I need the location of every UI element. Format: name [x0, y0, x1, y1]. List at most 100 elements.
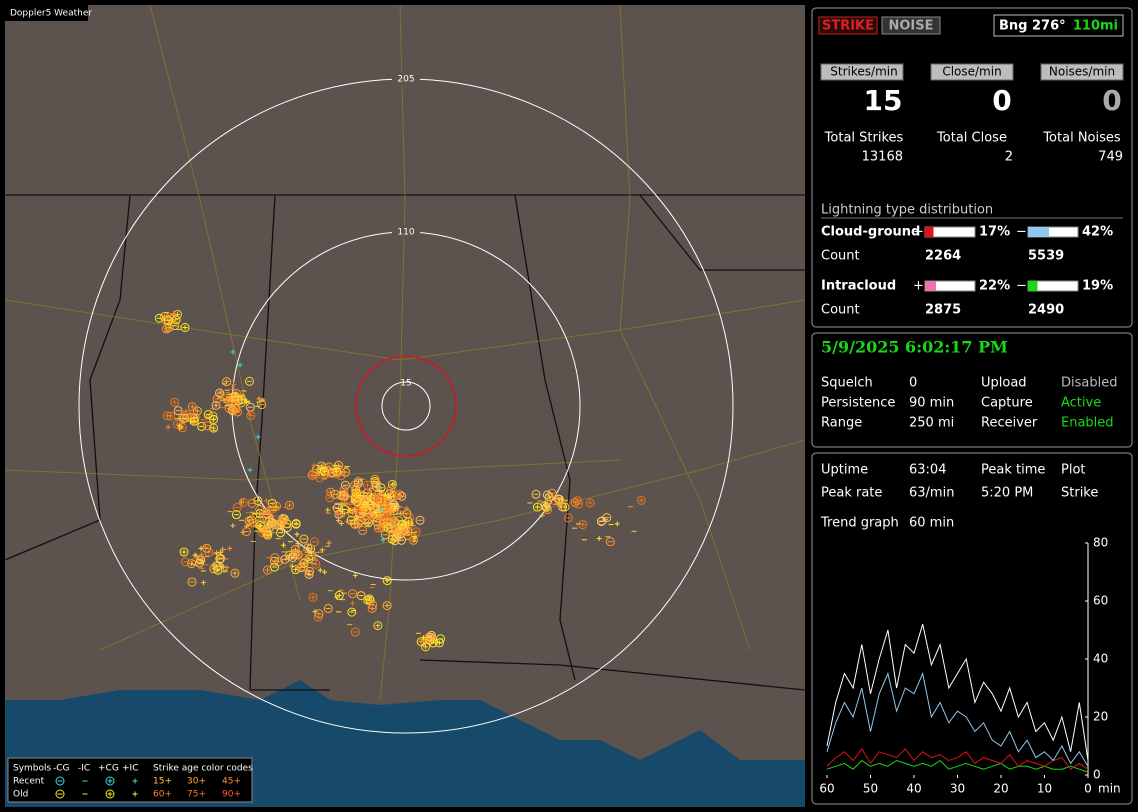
legend-text: Old [13, 790, 28, 800]
bearing: Bng 276° [999, 19, 1066, 34]
total-value: 749 [1098, 150, 1123, 165]
datetime: 5/9/2025 6:02:17 PM [821, 338, 1008, 357]
pct-label: 42% [1082, 225, 1113, 240]
strike-symbol [426, 632, 436, 642]
settings-cell: Upload [981, 376, 1027, 391]
legend-text: +IC [122, 764, 138, 774]
strike-symbol [232, 503, 242, 513]
strike-symbol [332, 467, 342, 477]
legend-text: 15+ [153, 777, 172, 787]
x-tick-label: 10 [1037, 782, 1052, 796]
sign: − [1016, 225, 1027, 240]
strike-symbol [347, 508, 357, 518]
strike-symbol [347, 607, 357, 617]
strike-symbol [319, 466, 329, 476]
strike-symbol [363, 595, 373, 605]
ring-label-bg [392, 72, 420, 86]
rate-value: 0 [992, 84, 1011, 117]
rates-panel [811, 7, 1133, 328]
strike-symbol [390, 536, 400, 546]
strike-button[interactable] [818, 16, 878, 35]
strike-symbol [377, 512, 387, 522]
strike-symbol [290, 544, 300, 554]
count-value: 2264 [925, 249, 961, 264]
strike-symbol [308, 468, 318, 478]
legend-text: -CG [53, 764, 70, 774]
strike-symbol [578, 520, 588, 530]
strike-symbol [187, 402, 197, 412]
strike-symbol [270, 556, 280, 566]
strike-symbol [197, 421, 207, 431]
x-tick-label: 20 [993, 782, 1008, 796]
ring-label: 15 [400, 379, 411, 389]
rate-label-box [820, 63, 904, 81]
total-value: 13168 [862, 150, 903, 165]
x-unit: min [1098, 782, 1121, 796]
strike-symbol [282, 523, 292, 533]
strike-symbol [180, 323, 190, 333]
strike-symbol [597, 516, 607, 526]
count-value: 2490 [1028, 303, 1064, 318]
total-label: Total Noises [1042, 131, 1121, 146]
strike-symbol [334, 590, 344, 600]
settings-cell: Disabled [1061, 376, 1117, 391]
legend-text: Recent [13, 777, 45, 787]
pct-bar [925, 281, 936, 291]
strike-symbol [180, 557, 190, 567]
stats-cell: Peak rate [821, 486, 882, 501]
strike-symbol [213, 565, 223, 575]
bearing-box [993, 14, 1124, 37]
strike-symbol [171, 315, 181, 325]
strike-symbol [379, 502, 389, 512]
strike-symbol [411, 527, 421, 537]
strike-symbol [340, 491, 350, 501]
strike-symbol [346, 515, 356, 525]
type-name: Cloud-ground [821, 225, 920, 240]
strike-symbol [172, 419, 182, 429]
strike-symbol [366, 511, 376, 521]
distribution: Cloud-ground+ 17%2264− 42%5539CountIntracl… [821, 225, 1113, 318]
strike-symbol [350, 480, 360, 490]
strike-symbol [309, 537, 319, 547]
x-tick-label: 50 [863, 782, 878, 796]
strike-symbol [373, 621, 383, 631]
stats-cell: 5:20 PM [981, 486, 1033, 501]
noise-button[interactable] [881, 16, 941, 35]
legend-text: +CG [98, 764, 119, 774]
strike-symbol [371, 482, 381, 492]
strike-symbol [247, 498, 257, 508]
map-land [5, 5, 805, 807]
strike-symbol [386, 485, 396, 495]
strike-symbol [202, 421, 212, 431]
strike-symbol [313, 612, 323, 622]
ring-label: 110 [397, 228, 414, 238]
strike-symbol [560, 502, 570, 512]
settings: Squelch 0 Upload Disabled Persistence 90 min C… [821, 376, 1117, 431]
legend-text: 30+ [187, 777, 206, 787]
pct-bar [1028, 281, 1038, 291]
strike-symbol [340, 480, 350, 490]
rates: Strikes/min 15 Total Strikes 13168 Close/min… [820, 63, 1124, 165]
strike-symbol [230, 391, 240, 401]
sign: + [913, 279, 924, 294]
strike-symbol [326, 487, 336, 497]
count-value: 5539 [1028, 249, 1064, 264]
strike-symbol [209, 414, 219, 424]
count-value: 2875 [925, 303, 961, 318]
map-title: Doppler5 Weather [10, 9, 92, 19]
strike-symbol [387, 479, 397, 489]
stats-cell: 63:04 [909, 463, 946, 478]
distribution-title: Lightning type distribution [821, 203, 993, 218]
trend-label: Trend graph [820, 516, 899, 531]
strike-symbol [376, 483, 386, 493]
map-legend: Symbols -CG -IC +CG +IC Strike age color… [7, 757, 253, 803]
rate-label: Strikes/min [830, 65, 897, 79]
strike-symbol [361, 505, 371, 515]
strike-symbol [232, 407, 242, 417]
legend-box [7, 757, 253, 803]
strike-symbol [154, 313, 164, 323]
strike-symbol [549, 495, 559, 505]
strike-symbol [350, 627, 360, 637]
settings-cell: Squelch [821, 376, 873, 391]
